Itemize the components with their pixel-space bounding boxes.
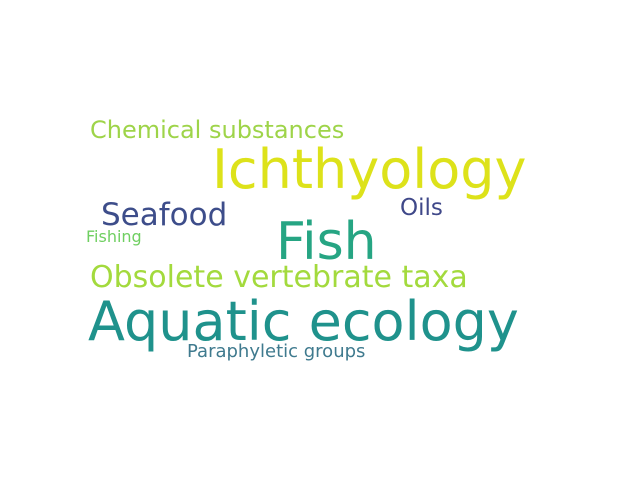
word-obsolete-vertebrate-taxa: Obsolete vertebrate taxa bbox=[90, 260, 468, 295]
word-fish: Fish bbox=[276, 212, 377, 272]
word-seafood: Seafood bbox=[101, 197, 228, 233]
word-paraphyletic-groups: Paraphyletic groups bbox=[187, 341, 366, 362]
word-chemical-substances: Chemical substances bbox=[90, 116, 345, 144]
word-oils: Oils bbox=[400, 195, 443, 221]
word-ichthyology: Ichthyology bbox=[212, 138, 527, 201]
word-fishing: Fishing bbox=[86, 227, 142, 246]
word-aquatic-ecology: Aquatic ecology bbox=[88, 290, 519, 353]
